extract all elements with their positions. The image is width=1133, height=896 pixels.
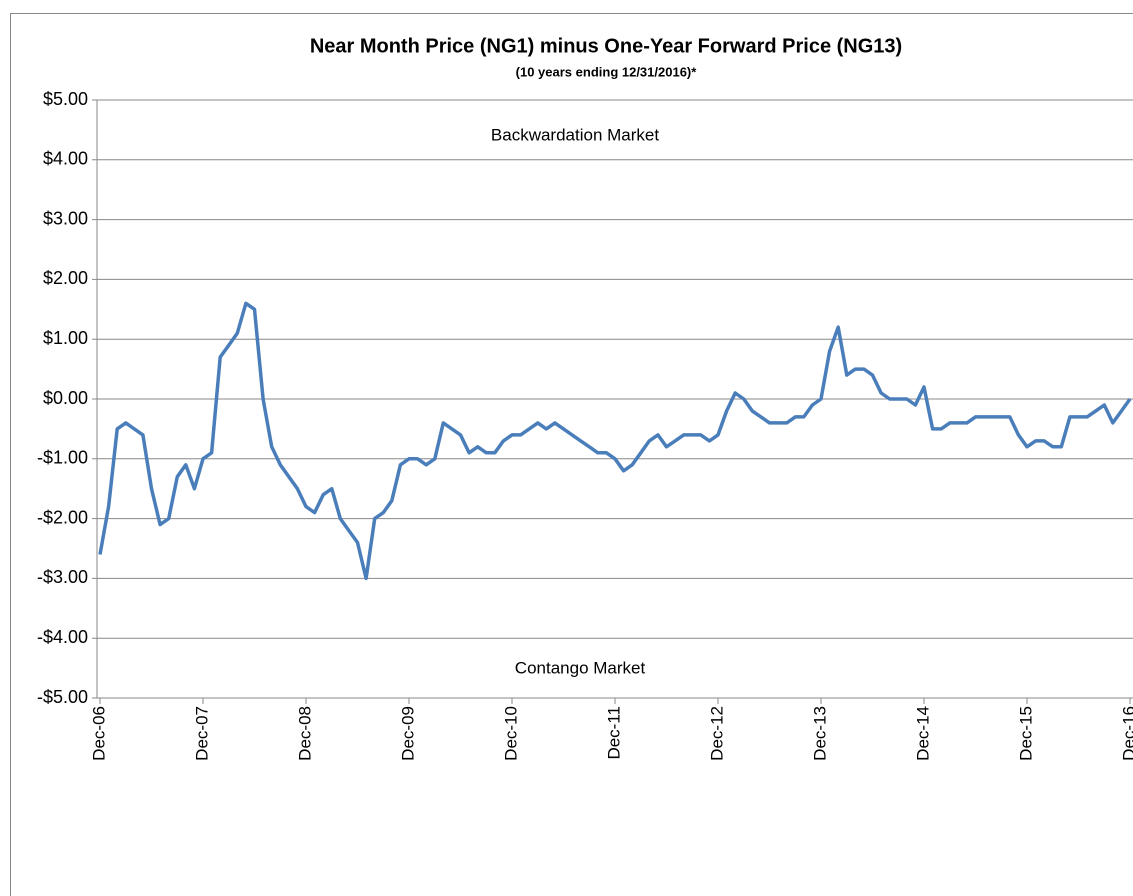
x-tick-label: Dec-14: [913, 706, 932, 761]
y-tick-label: $5.00: [43, 89, 88, 109]
y-tick-label: -$5.00: [37, 687, 88, 707]
x-tick-label: Dec-10: [501, 706, 520, 761]
y-tick-label: -$2.00: [37, 507, 88, 527]
annotation: Contango Market: [515, 658, 646, 677]
x-tick-label: Dec-16: [1119, 706, 1133, 761]
y-tick-label: $3.00: [43, 208, 88, 228]
chart-title: Near Month Price (NG1) minus One-Year Fo…: [310, 35, 902, 57]
y-tick-label: -$4.00: [37, 627, 88, 647]
y-tick-label: $4.00: [43, 149, 88, 169]
y-tick-label: $1.00: [43, 328, 88, 348]
chart-subtitle: (10 years ending 12/31/2016)*: [516, 64, 698, 79]
data-line: [98, 301, 1132, 581]
chart-frame: [10, 13, 1133, 896]
x-tick-label: Dec-15: [1016, 706, 1035, 761]
x-tick-label: Dec-08: [295, 706, 314, 761]
x-tick-label: Dec-12: [707, 706, 726, 761]
x-tick-label: Dec-06: [89, 706, 108, 761]
y-tick-label: -$3.00: [37, 567, 88, 587]
y-tick-label: $0.00: [43, 388, 88, 408]
x-tick-label: Dec-07: [192, 706, 211, 761]
x-tick-label: Dec-09: [398, 706, 417, 761]
y-tick-label: -$1.00: [37, 448, 88, 468]
x-tick-label: Dec-13: [810, 706, 829, 761]
y-tick-label: $2.00: [43, 268, 88, 288]
annotation: Backwardation Market: [491, 125, 659, 144]
x-tick-label: Dec-11: [604, 706, 623, 760]
